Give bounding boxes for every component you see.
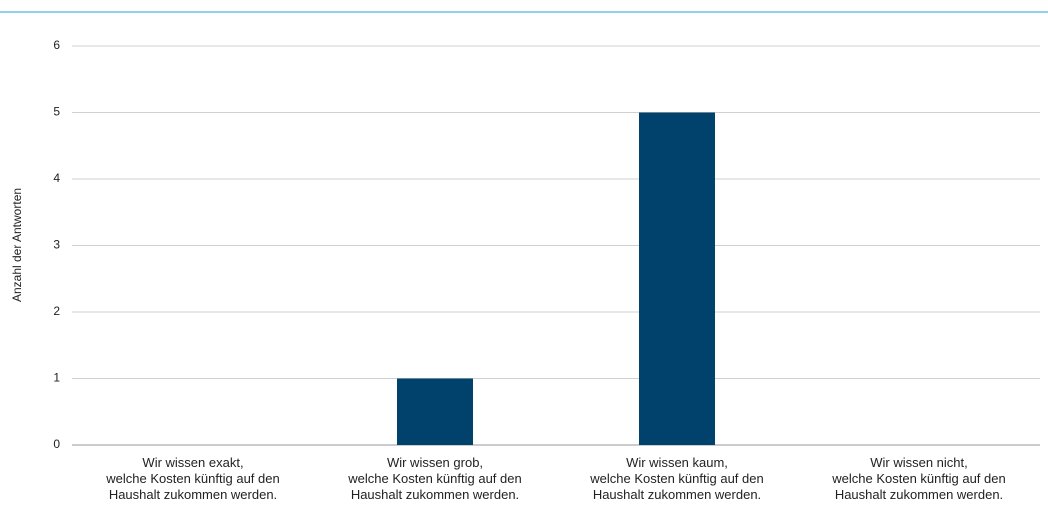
- y-tick-label: 0: [53, 437, 60, 451]
- x-tick-label: Wir wissen nicht, welche Kosten künftig …: [832, 455, 1006, 502]
- y-tick-label: 3: [53, 238, 60, 252]
- y-tick-label: 1: [53, 371, 60, 385]
- bar: [397, 378, 473, 445]
- x-tick-label: Wir wissen grob, welche Kosten künftig a…: [348, 455, 522, 502]
- y-axis-label: Anzahl der Antworten: [10, 188, 24, 302]
- x-tick-label: Wir wissen kaum, welche Kosten künftig a…: [590, 455, 764, 502]
- y-tick-label: 6: [53, 38, 60, 52]
- x-tick-label: Wir wissen exakt, welche Kosten künftig …: [106, 455, 280, 502]
- bar: [639, 112, 715, 445]
- y-tick-label: 2: [53, 304, 60, 318]
- y-tick-label: 5: [53, 105, 60, 119]
- y-tick-label: 4: [53, 171, 60, 185]
